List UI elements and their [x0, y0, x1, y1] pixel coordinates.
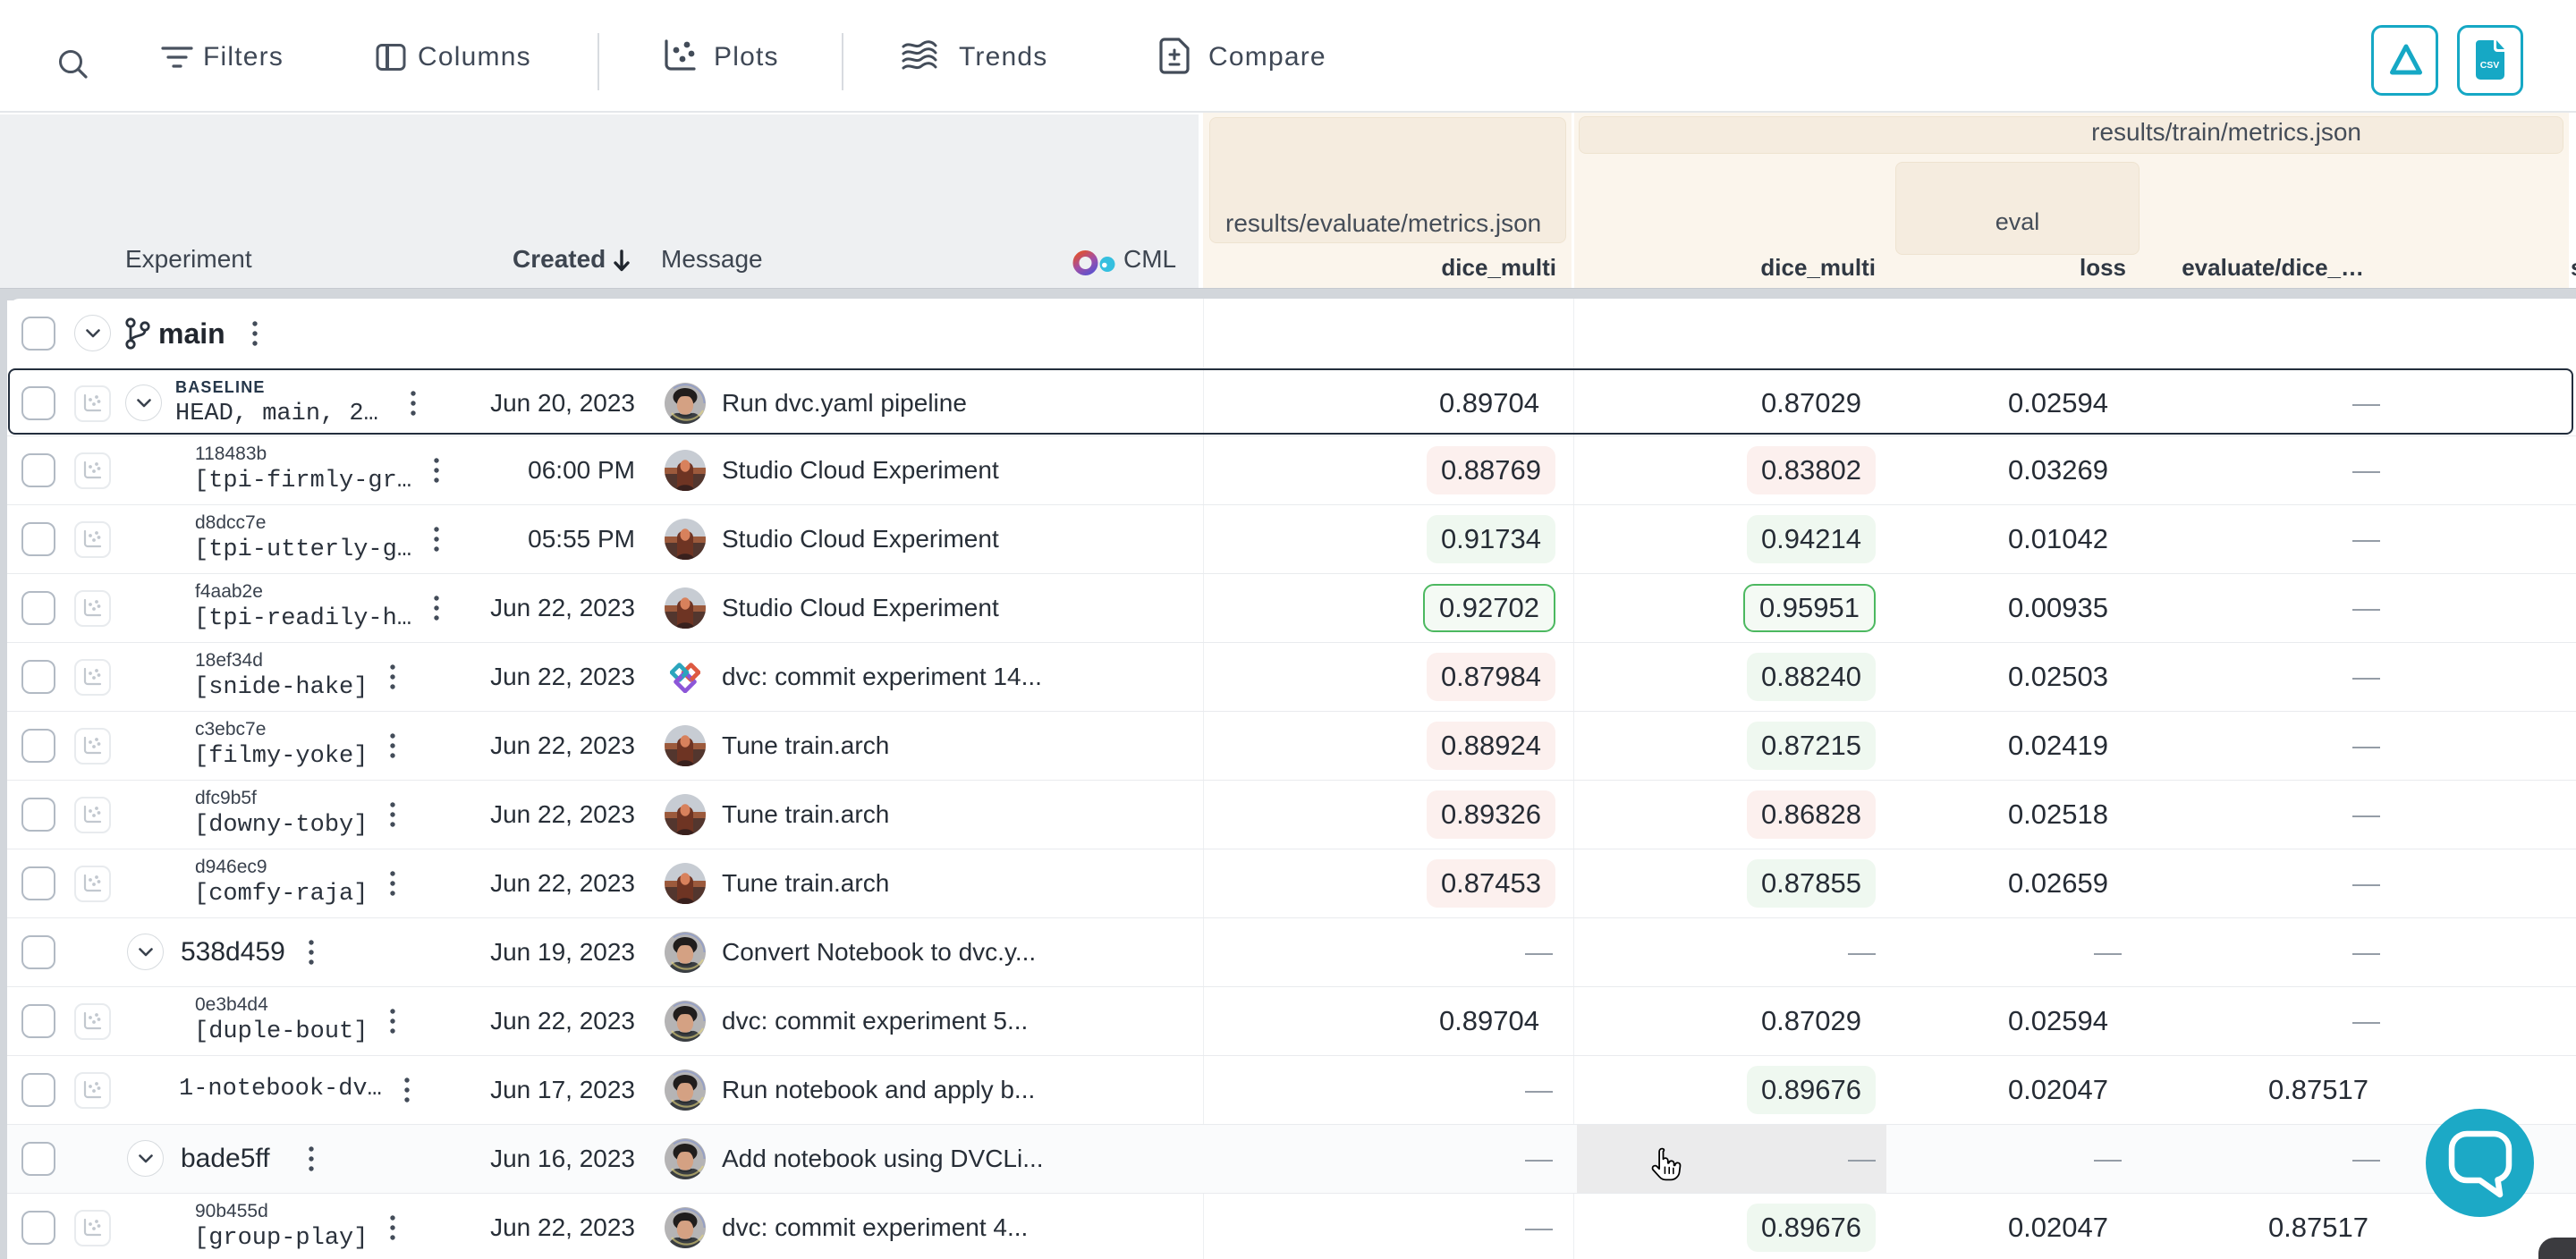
- svg-text:CSV: CSV: [2480, 60, 2500, 71]
